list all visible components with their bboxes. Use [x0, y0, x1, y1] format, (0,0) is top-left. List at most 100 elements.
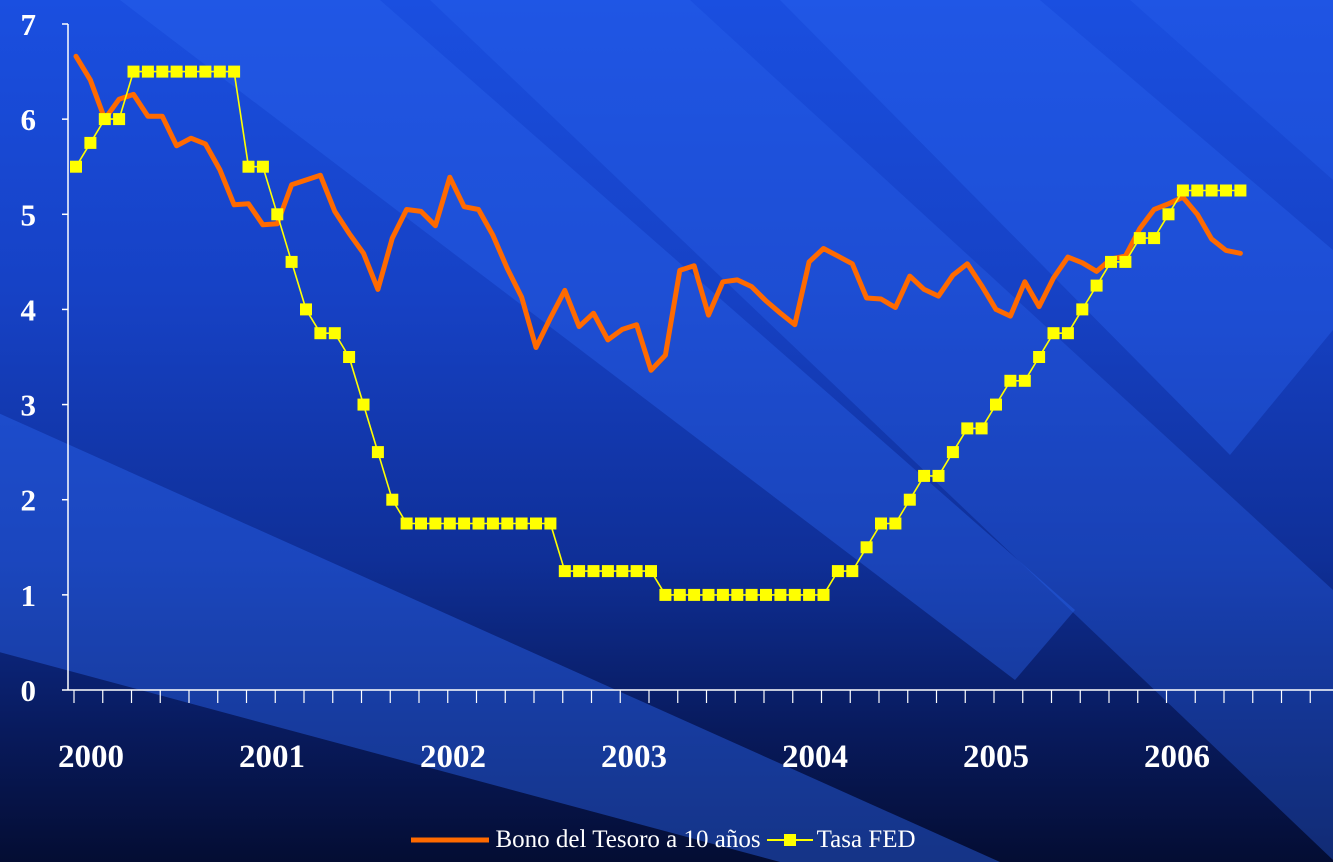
fed-point: [400, 517, 413, 530]
fed-point: [443, 517, 456, 530]
background-stripe: [780, 0, 1333, 455]
fed-point: [946, 446, 959, 459]
chart-axes: 0 1 2 3 4 5 6 7 2000 2001 2002 2003 2004 2005 2006: [21, 7, 1333, 775]
fed-point: [975, 422, 988, 435]
legend-swatch-bono: [411, 837, 490, 843]
fed-point: [199, 65, 212, 78]
fed-point: [472, 517, 485, 530]
fed-point: [860, 541, 873, 554]
fed-point: [1133, 232, 1146, 245]
fed-point: [601, 565, 614, 578]
x-tick-label: 2001: [239, 739, 305, 775]
fed-point: [817, 588, 830, 601]
fed-point: [803, 588, 816, 601]
fed-point: [1162, 208, 1175, 221]
x-tick-label: 2000: [58, 739, 124, 775]
fed-point: [673, 588, 686, 601]
fed-point: [1205, 184, 1218, 197]
fed-point: [573, 565, 586, 578]
fed-point: [242, 160, 255, 173]
fed-point: [127, 65, 140, 78]
fed-point: [1234, 184, 1247, 197]
fed-point: [285, 255, 298, 268]
y-tick-label: 4: [21, 292, 37, 327]
fed-point: [1119, 255, 1132, 268]
fed-point: [702, 588, 715, 601]
fed-point: [1220, 184, 1232, 197]
fed-point: [271, 208, 284, 221]
fed-point: [961, 422, 974, 435]
fed-point: [1004, 374, 1017, 387]
x-tick-label: 2003: [601, 739, 667, 775]
x-tick-label: 2004: [782, 739, 848, 775]
fed-point: [429, 517, 442, 530]
fed-point: [170, 65, 183, 78]
fed-point: [1047, 327, 1060, 340]
background-stripe: [1130, 0, 1333, 180]
fed-point: [932, 469, 945, 482]
fed-point: [1033, 351, 1046, 363]
fed-point: [486, 517, 499, 530]
fed-point: [228, 65, 241, 78]
fed-point: [616, 565, 629, 578]
x-tick-label: 2002: [420, 739, 486, 775]
fed-point: [256, 160, 269, 173]
fed-point: [1191, 184, 1204, 197]
fed-point: [98, 113, 111, 126]
legend-label-bono: Bono del Tesoro a 10 años: [495, 826, 761, 853]
fed-point: [113, 113, 126, 126]
series-line-fed: [75, 70, 1242, 596]
fed-point: [889, 517, 902, 530]
legend-swatch-fed: [766, 834, 813, 846]
fed-point: [831, 565, 844, 578]
fed-point: [357, 398, 370, 411]
fed-point: [185, 65, 197, 78]
fed-point: [1061, 327, 1074, 340]
fed-point: [688, 588, 701, 601]
fed-point: [415, 517, 427, 530]
fed-point: [716, 588, 729, 601]
fed-point: [141, 65, 154, 78]
fed-point: [745, 588, 758, 601]
fed-point: [659, 588, 672, 601]
legend-label-fed: Tasa FED: [816, 826, 916, 853]
y-tick-label: 7: [21, 7, 37, 42]
fed-point: [630, 565, 643, 578]
fed-point: [501, 517, 514, 530]
fed-point: [386, 493, 399, 506]
fed-point: [70, 160, 82, 173]
y-tick-label: 3: [21, 388, 37, 423]
fed-point: [213, 65, 226, 78]
fed-point: [731, 588, 744, 601]
legend-item-fed: Tasa FED: [766, 826, 922, 854]
fed-point: [530, 517, 542, 530]
fed-point: [458, 517, 471, 530]
background-stripe: [430, 0, 1333, 860]
legend-item-bono: Bono del Tesoro a 10 años: [411, 826, 766, 854]
fed-point: [587, 565, 600, 578]
fed-point: [1105, 255, 1117, 268]
background-stripe: [120, 0, 1075, 680]
fed-point: [371, 446, 384, 459]
background-stripe: [0, 413, 1000, 862]
fed-point: [760, 588, 772, 601]
fed-point: [846, 565, 859, 578]
fed-point: [300, 303, 312, 316]
fed-point: [328, 327, 341, 340]
fed-point: [1018, 374, 1031, 387]
fed-point: [645, 565, 657, 578]
y-tick-label: 2: [21, 483, 37, 518]
fed-point: [1148, 232, 1161, 245]
fed-point: [156, 65, 169, 78]
fed-point: [875, 517, 887, 530]
fed-point: [558, 565, 571, 578]
fed-point: [1076, 303, 1089, 316]
fed-point: [343, 351, 356, 363]
fed-point: [788, 588, 801, 601]
fed-point: [515, 517, 528, 530]
y-tick-label: 0: [21, 673, 37, 708]
chart-legend: Bono del Tesoro a 10 años Tasa FED: [0, 822, 1333, 858]
y-tick-label: 1: [21, 578, 37, 613]
